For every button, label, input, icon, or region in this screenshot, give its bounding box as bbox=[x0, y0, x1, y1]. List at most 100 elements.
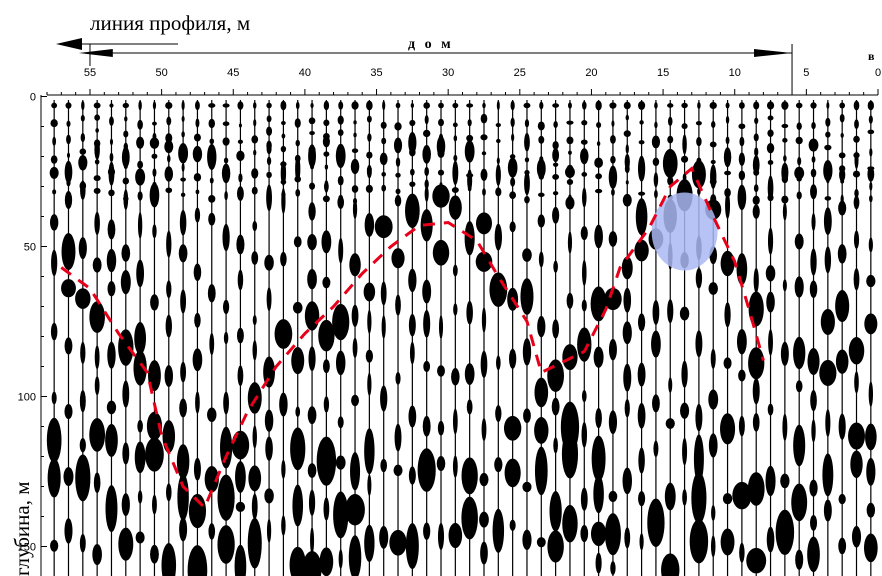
trace-event bbox=[781, 101, 789, 110]
trace-event bbox=[251, 168, 259, 179]
trace-event bbox=[47, 458, 61, 498]
trace-event bbox=[264, 488, 274, 504]
trace-event bbox=[109, 152, 114, 163]
trace-event bbox=[610, 134, 616, 144]
trace-event bbox=[337, 175, 344, 186]
trace-event bbox=[266, 518, 272, 543]
trace-event bbox=[124, 116, 128, 122]
trace-event bbox=[495, 187, 502, 197]
trace-event bbox=[794, 233, 804, 250]
trace-event bbox=[738, 123, 746, 130]
trace-event bbox=[292, 301, 303, 314]
trace-event bbox=[308, 144, 316, 168]
trace-event bbox=[177, 473, 189, 521]
trace-event bbox=[580, 525, 589, 543]
trace-event bbox=[710, 348, 716, 369]
trace-event bbox=[736, 328, 747, 355]
trace-event bbox=[807, 536, 820, 573]
trace-event bbox=[594, 157, 603, 168]
trace-event bbox=[151, 153, 158, 159]
trace-event bbox=[738, 369, 746, 382]
trace-event bbox=[594, 224, 603, 249]
trace-event bbox=[422, 129, 431, 138]
trace-event bbox=[752, 155, 760, 175]
trace-event bbox=[179, 517, 188, 542]
trace-event bbox=[608, 165, 618, 190]
trace-event bbox=[765, 465, 776, 497]
trace-event bbox=[753, 267, 759, 293]
trace-event bbox=[395, 371, 401, 385]
trace-event bbox=[595, 407, 602, 429]
x-tick-label: 0 bbox=[875, 67, 881, 79]
trace-event bbox=[752, 195, 760, 206]
trace-event bbox=[819, 359, 837, 387]
trace-event bbox=[475, 212, 493, 235]
trace-event bbox=[208, 212, 216, 226]
trace-event bbox=[251, 251, 259, 265]
trace-event bbox=[295, 155, 301, 183]
trace-event bbox=[853, 195, 860, 210]
y-tick-label: 100 bbox=[18, 392, 36, 404]
trace-event bbox=[423, 522, 431, 540]
trace-event bbox=[337, 115, 344, 125]
trace-event bbox=[350, 158, 360, 175]
trace-event bbox=[436, 456, 446, 472]
trace-event bbox=[391, 248, 405, 269]
trace-event bbox=[264, 409, 274, 432]
trace-event bbox=[753, 133, 759, 142]
trace-event bbox=[782, 279, 787, 292]
trace-event bbox=[220, 426, 233, 469]
trace-event bbox=[308, 202, 316, 221]
y-axis-label: глубина, м bbox=[10, 481, 34, 576]
trace-event bbox=[237, 139, 244, 144]
trace-event bbox=[553, 437, 558, 454]
trace-event bbox=[552, 148, 560, 163]
trace-event bbox=[365, 184, 373, 193]
trace-event bbox=[235, 461, 246, 493]
trace-event bbox=[868, 381, 874, 407]
trace-event bbox=[323, 151, 330, 157]
trace-event bbox=[581, 172, 588, 177]
trace-event bbox=[195, 391, 200, 414]
trace-event bbox=[166, 230, 172, 258]
trace-event bbox=[710, 535, 716, 558]
trace-event bbox=[466, 134, 474, 142]
trace-event bbox=[61, 279, 76, 298]
trace-event bbox=[566, 292, 574, 309]
trace-event bbox=[264, 254, 274, 271]
trace-event bbox=[868, 237, 873, 253]
trace-event bbox=[708, 389, 719, 410]
trace-event bbox=[835, 349, 849, 374]
trace-event bbox=[52, 189, 57, 195]
trace-event bbox=[266, 126, 273, 136]
trace-event bbox=[66, 120, 71, 127]
trace-event bbox=[137, 119, 143, 130]
trace-event bbox=[724, 302, 731, 328]
trace-event bbox=[253, 149, 257, 156]
trace-event bbox=[78, 237, 87, 260]
trace-event bbox=[180, 192, 186, 198]
trace-event bbox=[536, 537, 546, 548]
trace-event bbox=[122, 102, 129, 109]
trace-event bbox=[438, 102, 444, 109]
trace-event bbox=[522, 529, 532, 551]
trace-event bbox=[595, 100, 602, 111]
trace-event bbox=[466, 300, 473, 325]
trace-event bbox=[394, 423, 402, 452]
trace-event bbox=[181, 100, 185, 111]
trace-event bbox=[767, 175, 774, 202]
trace-event bbox=[134, 322, 147, 355]
trace-event bbox=[321, 230, 332, 254]
trace-event bbox=[94, 159, 100, 165]
trace-event bbox=[389, 529, 407, 556]
trace-event bbox=[665, 418, 675, 429]
trace-event bbox=[164, 140, 174, 154]
trace-event bbox=[316, 436, 337, 486]
trace-event bbox=[651, 135, 661, 149]
trace-event bbox=[92, 257, 102, 273]
trace-event bbox=[625, 114, 629, 121]
trace-event bbox=[509, 519, 516, 531]
trace-event bbox=[266, 171, 272, 179]
trace-event bbox=[79, 534, 86, 553]
